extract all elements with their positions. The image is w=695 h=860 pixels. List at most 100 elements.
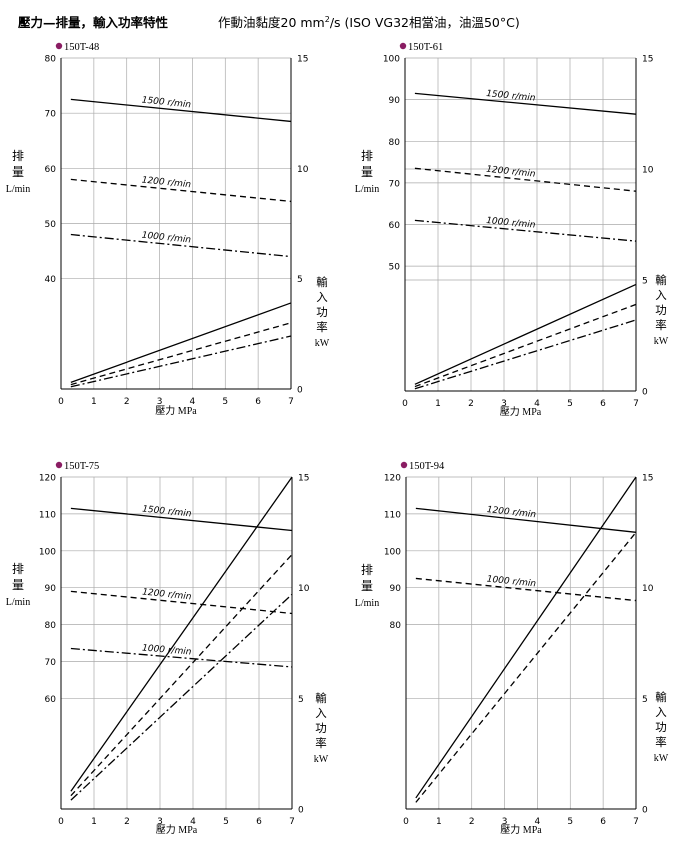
flow-tick-label: 110 <box>384 510 401 520</box>
flow-tick-label: 80 <box>45 55 57 65</box>
flow-series-label: 1000 r/min <box>486 575 537 590</box>
flow-series-label: 1500 r/min <box>142 505 193 520</box>
flow-axis-title-part: 量 <box>361 165 373 179</box>
x-tick-label: 1 <box>436 817 442 827</box>
flow-tick-label: 70 <box>45 110 57 120</box>
x-tick-label: 5 <box>567 399 573 409</box>
power-series-line <box>70 322 292 386</box>
power-series-line <box>414 319 637 390</box>
power-axis-title-part: 入 <box>315 707 327 720</box>
x-tick-label: 4 <box>190 817 196 827</box>
flow-series-line <box>414 167 637 192</box>
flow-tick-label: 70 <box>389 179 401 189</box>
flow-series-line <box>70 507 293 532</box>
oil-viscosity-suffix: /s (ISO VG32相當油，油溫50°C) <box>329 15 520 30</box>
flow-axis-title-part: 排 <box>12 149 24 163</box>
power-axis-title-part: kW <box>654 753 669 764</box>
x-tick-label: 2 <box>469 817 475 827</box>
x-tick-label: 2 <box>124 817 130 827</box>
page-header: 壓力—排量，輸入功率特性 作動油黏度20 mm2/s (ISO VG32相當油，… <box>0 0 695 34</box>
power-series-line <box>415 531 637 803</box>
x-axis-title: 壓力 MPa <box>500 823 542 836</box>
flow-tick-label: 120 <box>384 474 401 484</box>
x-tick-label: 6 <box>255 397 261 407</box>
x-tick-label: 0 <box>402 399 408 409</box>
power-series-line <box>70 593 293 801</box>
power-series-line <box>415 476 637 799</box>
flow-tick-label: 100 <box>384 547 401 557</box>
x-tick-label: 0 <box>58 397 64 407</box>
power-tick-label: 0 <box>297 386 303 396</box>
oil-viscosity-superscript: 2 <box>324 14 330 24</box>
x-tick-label: 7 <box>633 399 639 409</box>
flow-series-line <box>70 233 292 258</box>
power-axis-title-part: kW <box>315 338 330 349</box>
power-tick-label: 10 <box>642 584 654 594</box>
power-series-line <box>70 302 292 383</box>
power-axis-title-part: 功 <box>655 721 667 734</box>
x-tick-label: 1 <box>91 397 97 407</box>
x-tick-label: 3 <box>157 817 163 827</box>
flow-tick-label: 90 <box>45 584 57 594</box>
x-tick-label: 5 <box>567 817 573 827</box>
flow-tick-label: 80 <box>45 621 57 631</box>
flow-series-line <box>415 507 637 533</box>
x-tick-label: 1 <box>91 817 97 827</box>
flow-series-line <box>70 98 292 123</box>
flow-series-line <box>415 577 637 602</box>
flow-tick-label: 70 <box>45 658 57 668</box>
flow-tick-label: 110 <box>39 510 56 520</box>
flow-tick-label: 100 <box>383 55 400 65</box>
flow-tick-label: 80 <box>389 138 401 148</box>
x-tick-label: 7 <box>633 817 639 827</box>
x-tick-label: 2 <box>124 397 130 407</box>
power-tick-label: 5 <box>642 277 648 287</box>
flow-axis-title-part: 量 <box>12 165 24 179</box>
flow-axis-title-part: L/min <box>355 184 379 195</box>
chart-title: 150T-61 <box>408 42 443 53</box>
x-tick-label: 3 <box>501 399 507 409</box>
flow-series-line <box>70 647 293 668</box>
power-series-line <box>70 476 293 792</box>
x-tick-label: 7 <box>288 397 294 407</box>
flow-tick-label: 120 <box>39 474 56 484</box>
title-marker-dot <box>55 42 63 50</box>
power-tick-label: 5 <box>642 695 648 705</box>
chart-title: 150T-48 <box>64 42 99 53</box>
flow-series-line <box>70 590 293 615</box>
flow-series-label: 1000 r/min <box>486 216 536 231</box>
flow-tick-label: 90 <box>390 584 402 594</box>
power-axis-title-part: 入 <box>316 291 328 304</box>
flow-axis-title-part: 排 <box>361 563 373 577</box>
flow-tick-label: 50 <box>45 220 57 230</box>
flow-tick-label: 60 <box>389 221 401 231</box>
flow-series-label: 1500 r/min <box>141 95 192 110</box>
power-series-line <box>70 554 293 797</box>
power-axis-title-part: 輸 <box>316 275 328 289</box>
power-axis-title-part: 入 <box>655 706 667 719</box>
power-axis-title-part: 功 <box>655 304 667 317</box>
power-tick-label: 5 <box>298 695 304 705</box>
power-tick-label: 0 <box>298 806 304 816</box>
flow-series-label: 1200 r/min <box>486 165 537 180</box>
power-series-line <box>70 335 292 388</box>
x-tick-label: 1 <box>435 399 441 409</box>
x-tick-label: 4 <box>535 817 541 827</box>
x-tick-label: 2 <box>468 399 474 409</box>
power-axis-title-part: kW <box>314 754 329 765</box>
power-tick-label: 10 <box>297 165 309 175</box>
x-tick-label: 0 <box>58 817 64 827</box>
flow-series-label: 1200 r/min <box>141 175 192 190</box>
title-marker-dot <box>55 461 63 469</box>
chart-150t-94: 150T-94 0 1 2 3 4 5 6 7 80 90 100 110 120 0 5 10 15 壓力 MPa… <box>355 461 669 836</box>
flow-series-label: 1000 r/min <box>141 231 192 246</box>
x-tick-label: 0 <box>403 817 409 827</box>
x-tick-label: 4 <box>190 397 196 407</box>
flow-axis-title-part: 量 <box>361 579 373 593</box>
x-tick-label: 3 <box>502 817 508 827</box>
flow-axis-title-part: L/min <box>355 598 379 609</box>
power-axis-title-part: 功 <box>316 306 328 319</box>
flow-series-label: 1000 r/min <box>142 643 192 657</box>
x-tick-label: 4 <box>534 399 540 409</box>
x-tick-label: 3 <box>157 397 163 407</box>
